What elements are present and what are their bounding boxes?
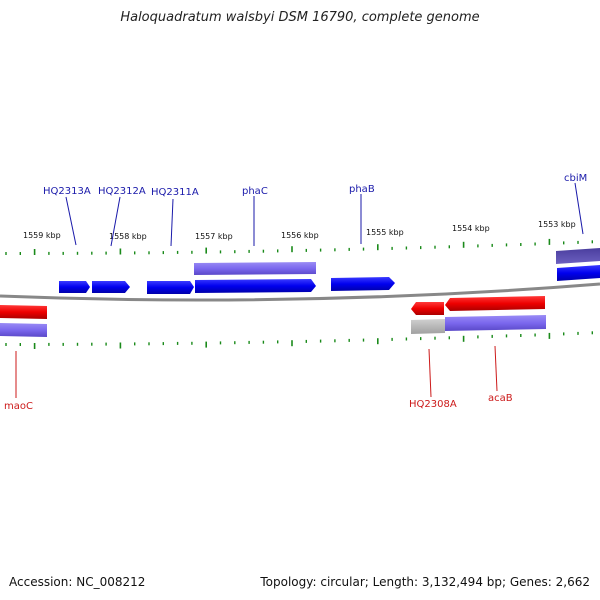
reverse-label-leaders [15,345,498,398]
scale-tick-label: 1559 kbp [23,231,61,240]
upper-tick-track [5,238,593,255]
cds-feature-maoC[interactable] [0,323,47,337]
gene-arrow-HQ2308A[interactable] [411,302,444,315]
gene-label-acaB: acaB [488,393,513,404]
gene-arrow-cbiM[interactable] [557,265,600,281]
gene-arrow-HQ2311A[interactable] [147,281,194,294]
scale-tick-label: 1554 kbp [452,224,490,233]
gene-label-phaC: phaC [242,186,268,197]
scale-tick-label: 1558 kbp [109,232,147,241]
gene-arrow-HQ2313A[interactable] [59,281,90,293]
gene-label-HQ2312A: HQ2312A [98,186,146,197]
lower-tick-track [5,331,593,349]
map-title: Haloquadratum walsbyi DSM 16790, complet… [120,10,480,25]
gene-arrow-acaB[interactable] [445,296,545,311]
scale-tick-label: 1553 kbp [538,220,576,229]
gene-arrow-HQ2312A[interactable] [92,281,130,293]
scale-tick-label: 1556 kbp [281,231,319,240]
cds-feature-phaC[interactable] [194,262,316,275]
gene-arrow-phaC[interactable] [195,279,316,293]
scale-tick-label: 1555 kbp [366,228,404,237]
gene-label-cbiM: cbiM [564,173,587,184]
gene-arrow-maoC[interactable] [0,305,47,319]
cds-feature-cbiM[interactable] [556,248,600,264]
forward-label-leaders [65,182,584,247]
gene-label-maoC: maoC [4,401,33,412]
genome-summary-text: Topology: circular; Length: 3,132,494 bp… [260,575,590,589]
cds-feature-HQ2308A[interactable] [411,319,445,334]
cds-feature-acaB[interactable] [445,315,546,331]
gene-label-phaB: phaB [349,184,375,195]
accession-text: Accession: NC_008212 [9,575,146,589]
gene-arrow-phaB[interactable] [331,277,395,291]
genome-backbone [0,282,600,302]
gene-label-HQ2308A: HQ2308A [409,399,457,410]
scale-tick-label: 1557 kbp [195,232,233,241]
gene-label-HQ2313A: HQ2313A [43,186,91,197]
gene-label-HQ2311A: HQ2311A [151,187,199,198]
